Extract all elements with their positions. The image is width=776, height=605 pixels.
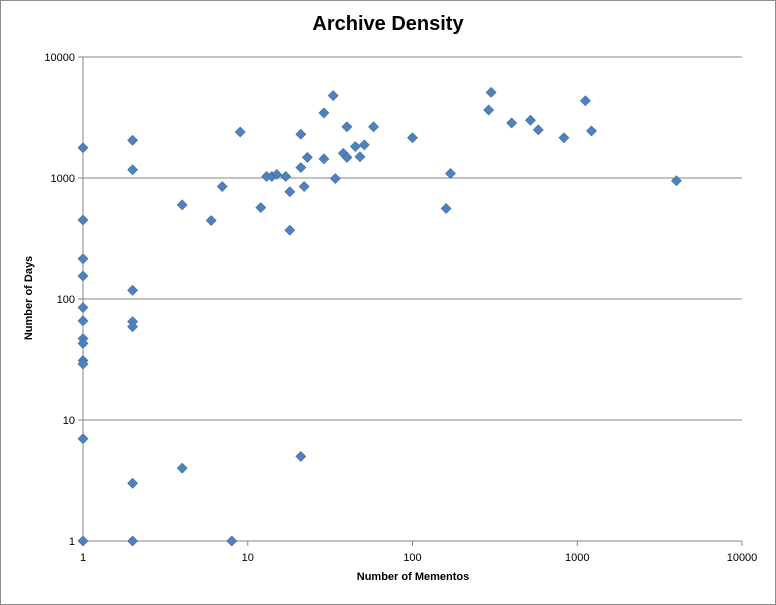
- data-point: [354, 151, 366, 163]
- y-tick-label: 10000: [44, 52, 75, 64]
- data-point: [349, 141, 361, 152]
- data-point: [295, 128, 307, 140]
- data-point: [318, 153, 330, 165]
- x-tick-label: 1: [80, 552, 86, 564]
- x-tick-label: 1000: [565, 552, 589, 564]
- data-point: [77, 253, 89, 265]
- data-point: [205, 215, 217, 226]
- data-point: [77, 270, 89, 282]
- data-point: [586, 125, 597, 137]
- data-point: [216, 181, 228, 192]
- y-tick-label: 100: [57, 294, 75, 306]
- data-point: [318, 107, 330, 119]
- data-point: [295, 451, 307, 462]
- data-point: [525, 114, 536, 126]
- data-point: [341, 151, 353, 163]
- data-point: [485, 86, 497, 98]
- data-point: [127, 164, 139, 176]
- data-point: [671, 175, 682, 187]
- y-tick-label: 1000: [51, 173, 75, 185]
- data-point: [77, 535, 89, 547]
- data-point: [127, 535, 139, 547]
- data-point: [284, 224, 296, 236]
- data-point: [301, 151, 313, 163]
- data-point: [483, 104, 495, 116]
- data-point: [532, 124, 544, 136]
- data-point: [280, 171, 292, 182]
- x-tick-label: 10000: [727, 552, 758, 564]
- data-point: [329, 173, 341, 184]
- data-point: [579, 95, 591, 107]
- data-point: [327, 90, 339, 101]
- data-point: [77, 337, 89, 349]
- data-point: [127, 477, 139, 489]
- data-point: [255, 202, 267, 213]
- x-axis-label: Number of Mementos: [356, 571, 470, 583]
- x-tick-label: 10: [242, 552, 254, 564]
- data-point: [77, 302, 89, 313]
- y-axis-label: Number of Days: [23, 255, 35, 341]
- data-point: [127, 134, 139, 146]
- data-point: [77, 433, 89, 445]
- chart-title: Archive Density: [312, 13, 464, 35]
- data-point: [176, 199, 188, 211]
- data-point: [358, 139, 370, 151]
- data-point: [77, 358, 89, 370]
- data-point: [77, 315, 89, 327]
- data-point: [341, 121, 353, 133]
- data-point: [226, 535, 238, 547]
- data-point: [440, 203, 452, 214]
- data-point: [407, 132, 418, 144]
- data-point: [295, 162, 307, 173]
- x-tick-label: 100: [403, 552, 421, 564]
- data-point: [127, 321, 139, 333]
- data-point: [77, 214, 89, 226]
- data-point: [127, 284, 139, 296]
- y-tick-label: 10: [63, 415, 75, 427]
- data-point: [298, 181, 310, 192]
- data-point: [445, 168, 456, 179]
- data-point: [176, 462, 188, 474]
- y-tick-label: 1: [69, 536, 75, 548]
- data-point: [368, 121, 379, 133]
- data-point: [234, 126, 246, 138]
- data-point: [558, 132, 570, 144]
- data-point: [506, 117, 518, 129]
- data-point: [77, 142, 89, 154]
- data-point: [284, 186, 296, 198]
- data-point: [271, 169, 283, 180]
